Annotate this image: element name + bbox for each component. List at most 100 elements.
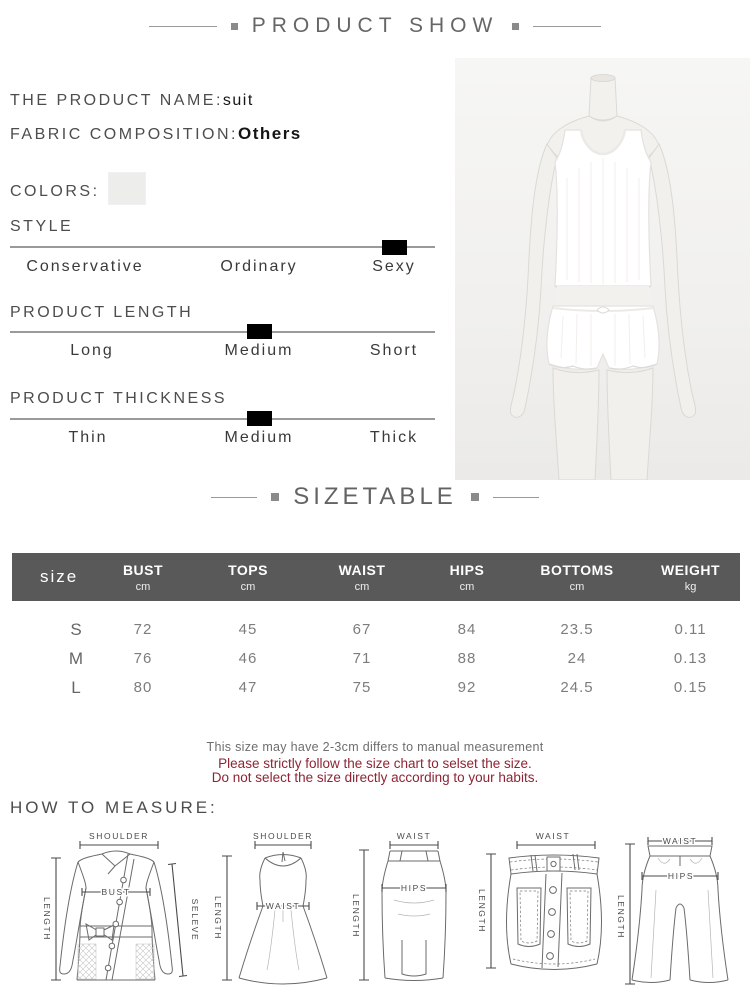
jacket-measure-diagram: SHOULDER LENGTH BUST SELEVE <box>41 830 202 981</box>
cell-value: 0.11 <box>674 621 707 638</box>
sizetable-rule-left <box>211 496 258 498</box>
cell-value: 71 <box>352 650 372 667</box>
dress-waist-label: WAIST <box>266 901 301 911</box>
column-header-tops: TOPS cm <box>228 561 268 593</box>
colors-label: COLORS: <box>10 182 100 200</box>
cell-value: 76 <box>133 650 153 667</box>
cell-value: 92 <box>457 679 477 696</box>
column-header-bust: BUST cm <box>122 561 164 593</box>
size-warning-line1: Please strictly follow the size chart to… <box>218 756 532 771</box>
table-row-m: M 76 46 71 88 24 0.13 <box>12 644 740 673</box>
column-header-hips: HIPS cm <box>449 561 485 593</box>
jacket-sleeve-label: SELEVE <box>190 899 200 942</box>
style-option-conservative: Conservative <box>26 258 144 275</box>
pencil-skirt-measure-diagram: WAIST LENGTH HIPS <box>350 830 447 981</box>
thickness-option-thin: Thin <box>68 429 108 446</box>
mannequin-illustration <box>510 74 696 481</box>
product-photo <box>455 58 750 481</box>
size-table: size BUST cm TOPS cm WAIST cm HIPS cm BOTTOM… <box>12 553 740 702</box>
jacket-shoulder-label: SHOULDER <box>89 831 149 841</box>
sizetable-ornament-square-right <box>470 493 479 501</box>
length-label: PRODUCT LENGTH <box>10 304 194 321</box>
sizetable-header: SIZETABLE <box>0 483 750 511</box>
size-table-body: S 72 45 67 84 23.5 0.11 M 76 46 71 88 24… <box>12 601 740 702</box>
cell-value: 80 <box>133 679 153 696</box>
fabric-label: FABRIC COMPOSITION: <box>10 126 238 143</box>
table-row-s: S 72 45 67 84 23.5 0.11 <box>12 615 740 644</box>
style-scale-line <box>10 246 435 248</box>
sizetable-ornament-square-left <box>271 493 280 501</box>
pants-measure-diagram: WAIST LENGTH HIPS <box>618 835 729 985</box>
cell-value: 84 <box>457 621 477 638</box>
column-header-bottoms: BOTTOMS cm <box>540 561 614 593</box>
thickness-option-thick: Thick <box>369 429 419 446</box>
product-name-label: THE PRODUCT NAME: <box>10 92 223 109</box>
thickness-label: PRODUCT THICKNESS <box>10 390 228 407</box>
cell-value: 88 <box>457 650 477 667</box>
header-ornament-square-left <box>230 22 238 30</box>
column-header-size: size <box>40 567 79 586</box>
mini-skirt-waist-label: WAIST <box>536 831 571 841</box>
cell-value: 72 <box>133 621 153 638</box>
product-name-line: THE PRODUCT NAME:suit <box>10 92 254 110</box>
page-title: PRODUCT SHOW <box>251 14 499 37</box>
style-option-sexy: Sexy <box>372 258 416 275</box>
length-option-short: Short <box>369 342 419 359</box>
size-warning-line2: Do not select the size directly accordin… <box>211 770 539 786</box>
pants-hips-label: HIPS <box>668 871 694 881</box>
color-swatch <box>107 172 146 205</box>
thickness-option-medium: Medium <box>224 429 294 446</box>
table-row-l: L 80 47 75 92 24.5 0.15 <box>12 673 740 702</box>
measure-diagrams: SHOULDER LENGTH BUST SELEVE <box>0 828 750 1000</box>
measurement-note: This size may have 2-3cm differs to manu… <box>206 740 544 754</box>
cell-value: 0.15 <box>673 679 708 696</box>
thickness-scale-line <box>10 418 435 420</box>
cell-value: 75 <box>352 679 372 696</box>
pencil-skirt-length-label: LENGTH <box>351 894 361 938</box>
header-rule-left <box>148 25 217 27</box>
sizetable-title: SIZETABLE <box>293 483 457 510</box>
colors-line: COLORS: <box>10 172 146 205</box>
length-scale-line <box>10 331 435 333</box>
length-option-long: Long <box>70 342 114 359</box>
length-marker <box>247 324 272 339</box>
pants-waist-label: WAIST <box>663 836 698 846</box>
cell-value: 24.5 <box>560 679 594 696</box>
how-to-measure-title: HOW TO MEASURE: <box>10 798 218 817</box>
size-warning: Please strictly follow the size chart to… <box>0 756 750 786</box>
style-label: STYLE <box>10 218 74 235</box>
cell-value: 46 <box>238 650 258 667</box>
size-value: S <box>70 619 83 639</box>
style-option-ordinary: Ordinary <box>220 258 298 275</box>
pencil-skirt-waist-label: WAIST <box>397 831 432 841</box>
fabric-line: FABRIC COMPOSITION:Others <box>10 124 302 144</box>
pencil-skirt-hips-label: HIPS <box>401 883 427 893</box>
cell-value: 67 <box>352 621 372 638</box>
column-header-waist: WAIST cm <box>338 561 386 593</box>
size-value: M <box>68 648 85 668</box>
product-name-value: suit <box>222 92 254 109</box>
cell-value: 0.13 <box>673 650 708 667</box>
sizetable-rule-right <box>492 496 539 498</box>
header-rule-right <box>533 25 602 27</box>
mini-skirt-length-label: LENGTH <box>477 889 487 933</box>
pants-length-label: LENGTH <box>618 895 626 939</box>
dress-length-label: LENGTH <box>213 896 223 940</box>
cell-value: 23.5 <box>560 621 594 638</box>
cell-value: 24 <box>567 650 587 667</box>
column-header-weight: WEIGHT kg <box>661 561 720 593</box>
cell-value: 45 <box>238 621 258 638</box>
length-option-medium: Medium <box>224 342 294 359</box>
style-marker <box>382 240 407 255</box>
cell-value: 47 <box>238 679 258 696</box>
thickness-marker <box>247 411 272 426</box>
mini-skirt-measure-diagram: WAIST LENGTH <box>476 830 602 970</box>
header-ornament-square-right <box>512 22 520 30</box>
dress-shoulder-label: SHOULDER <box>253 831 313 841</box>
size-table-header-row: size BUST cm TOPS cm WAIST cm HIPS cm BOTTOM… <box>12 553 740 601</box>
dress-measure-diagram: SHOULDER LENGTH WAIST <box>212 830 328 985</box>
product-show-header: PRODUCT SHOW <box>0 14 750 38</box>
jacket-length-label: LENGTH <box>42 897 52 941</box>
size-value: L <box>71 677 82 697</box>
